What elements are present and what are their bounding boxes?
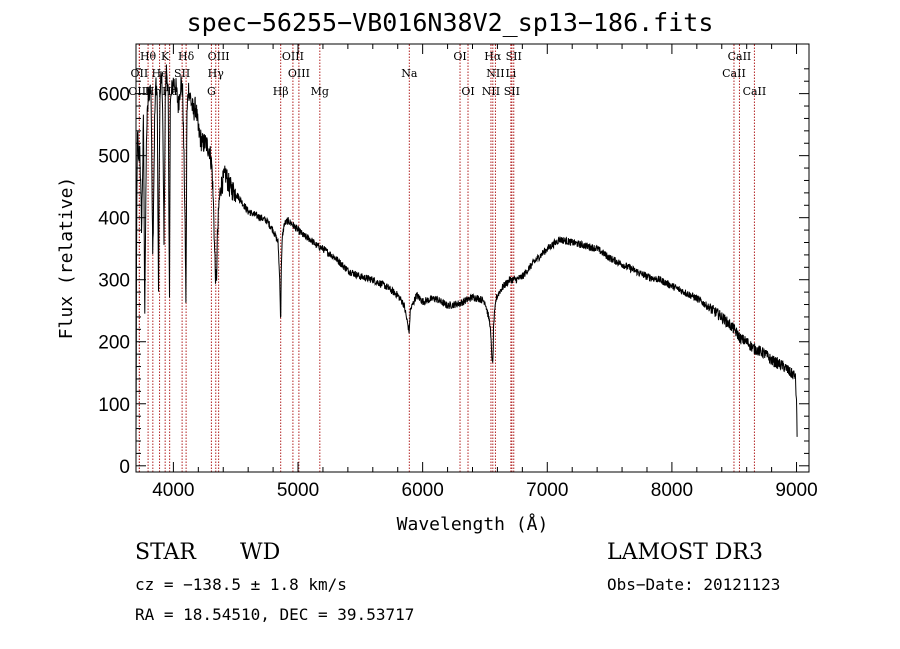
line-label: Mg [311,85,329,98]
y-tick-label: 100 [98,395,130,416]
line-label: He [152,67,168,80]
line-label: NII [482,85,500,98]
line-label: Hα [484,50,502,63]
y-tick-label: 200 [98,333,130,354]
line-label: Hγ [208,67,225,80]
line-label: SII [174,67,190,80]
object-class: STAR [135,540,196,565]
line-label: SII [504,85,520,98]
line-label: CaII [743,85,767,98]
line-label: OII [131,67,149,80]
spectrum-series [135,64,798,438]
y-tick-label: 600 [98,85,130,106]
line-label: CaII [728,50,752,63]
line-label: Hδ [178,50,195,63]
line-label: Na [401,67,418,80]
y-axis-label: Flux (relative) [56,177,77,340]
line-label: K [161,50,170,63]
line-label: SII [506,50,522,63]
line-label: OIII [128,85,150,98]
x-tick-label: 8000 [651,480,693,501]
line-label: Li [505,67,516,80]
x-tick-label: 6000 [402,480,444,501]
line-label: CaII [722,67,746,80]
x-axis-label: Wavelength (Å) [397,513,549,535]
ra-dec-coords: RA = 18.54510, DEC = 39.53717 [135,605,415,624]
y-tick-label: 400 [98,209,130,230]
line-label: Hβ [273,85,289,98]
object-subclass: WD [240,540,281,565]
chart-title: spec−56255−VB016N38V2_sp13−186.fits [186,8,714,37]
line-label: OI [453,50,466,63]
line-label: NII [486,67,504,80]
x-tick-label: 4000 [152,480,194,501]
plot-frame [135,43,810,473]
x-tick-label: 7000 [526,480,568,501]
obs-date: Obs−Date: 20121123 [607,575,781,594]
x-tick-label: 5000 [277,480,319,501]
line-label: Hθ [140,50,157,63]
line-label: Hη [145,85,161,98]
survey-name: LAMOST DR3 [607,540,763,565]
x-tick-label: 9000 [775,480,817,501]
y-tick-label: 0 [119,457,130,478]
line-label: OI [461,85,474,98]
line-label: OIII [282,50,304,63]
y-tick-label: 300 [98,271,130,292]
line-label: OIII [288,67,310,80]
redshift-cz: cz = −138.5 ± 1.8 km/s [135,575,347,594]
y-tick-label: 500 [98,147,130,168]
line-label: G [207,85,216,98]
line-label: OIII [208,50,230,63]
